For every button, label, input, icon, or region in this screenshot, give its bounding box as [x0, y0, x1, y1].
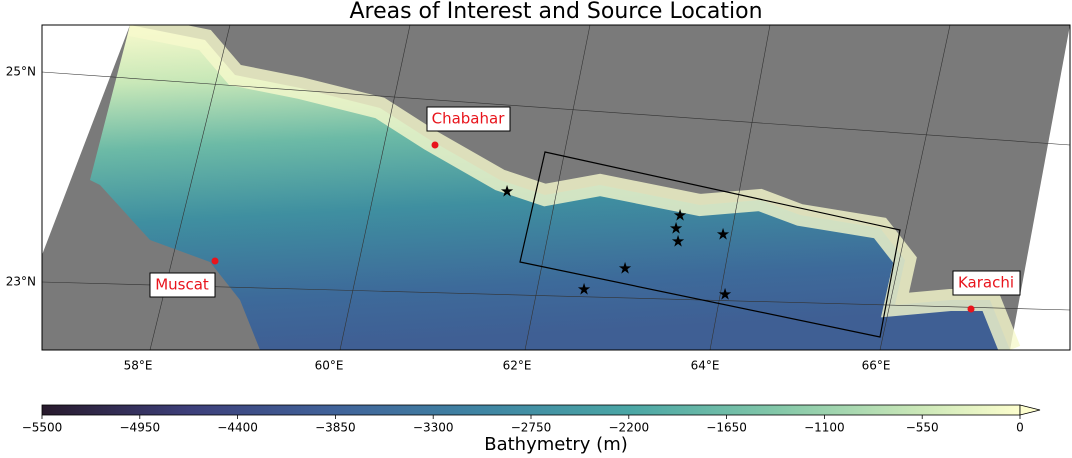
svg-text:★: ★ — [618, 259, 632, 278]
colorbar-tick-label: −4950 — [120, 421, 161, 435]
place-markers — [211, 141, 975, 313]
colorbar-label: Bathymetry (m) — [484, 434, 628, 455]
svg-text:★: ★ — [577, 280, 591, 299]
svg-text:★: ★ — [500, 182, 514, 201]
graticule — [42, 25, 1070, 350]
colorbar-extend — [1019, 404, 1041, 416]
map-frame — [41, 24, 1071, 351]
colorbar-tick-label: −3300 — [413, 421, 454, 435]
colorbar-tick-label: −5500 — [22, 421, 63, 435]
colorbar-ramp — [41, 404, 1021, 416]
colorbar-tick-label: −1650 — [706, 421, 747, 435]
lon-label: 64°E — [691, 359, 720, 373]
lon-label: 62°E — [503, 359, 532, 373]
place-label: Muscat — [155, 276, 209, 294]
colorbar-tick-label: −1100 — [804, 421, 845, 435]
place-boxes — [149, 106, 1021, 298]
sources: ★★★ ★ ★★ ★ ★ — [500, 182, 732, 304]
colorbar-tick-label: −550 — [906, 421, 939, 435]
colorbar-tick-label: −4400 — [217, 421, 258, 435]
title: Areas of Interest and Source Location — [349, 0, 762, 24]
area-box — [519, 151, 901, 338]
shelf — [127, 25, 1021, 350]
place-label: Chabahar — [432, 110, 506, 128]
svg-text:★: ★ — [673, 206, 687, 225]
lon-label: 66°E — [862, 359, 891, 373]
svg-text:★: ★ — [716, 225, 730, 244]
svg-text:★: ★ — [718, 285, 732, 304]
colorbar-tick-label: −3850 — [315, 421, 356, 435]
colorbar-tick-label: −2200 — [609, 421, 650, 435]
lon-label: 60°E — [315, 359, 344, 373]
colorbar-tick-label: −2750 — [511, 421, 552, 435]
colorbar: Bathymetry (m) −5500 −4950 −4400 −3850 −3300… — [22, 404, 1041, 455]
lat-label: 25°N — [6, 65, 36, 79]
colorbar-tick-label: 0 — [1016, 421, 1024, 435]
svg-text:★: ★ — [671, 232, 685, 251]
lat-label: 23°N — [6, 275, 36, 289]
lon-label: 58°E — [124, 359, 153, 373]
ocean — [90, 25, 1010, 350]
svg-text:★: ★ — [669, 219, 683, 238]
place-label: Karachi — [958, 274, 1014, 292]
map: ★★★ ★ ★★ ★ ★ — [42, 25, 1070, 350]
